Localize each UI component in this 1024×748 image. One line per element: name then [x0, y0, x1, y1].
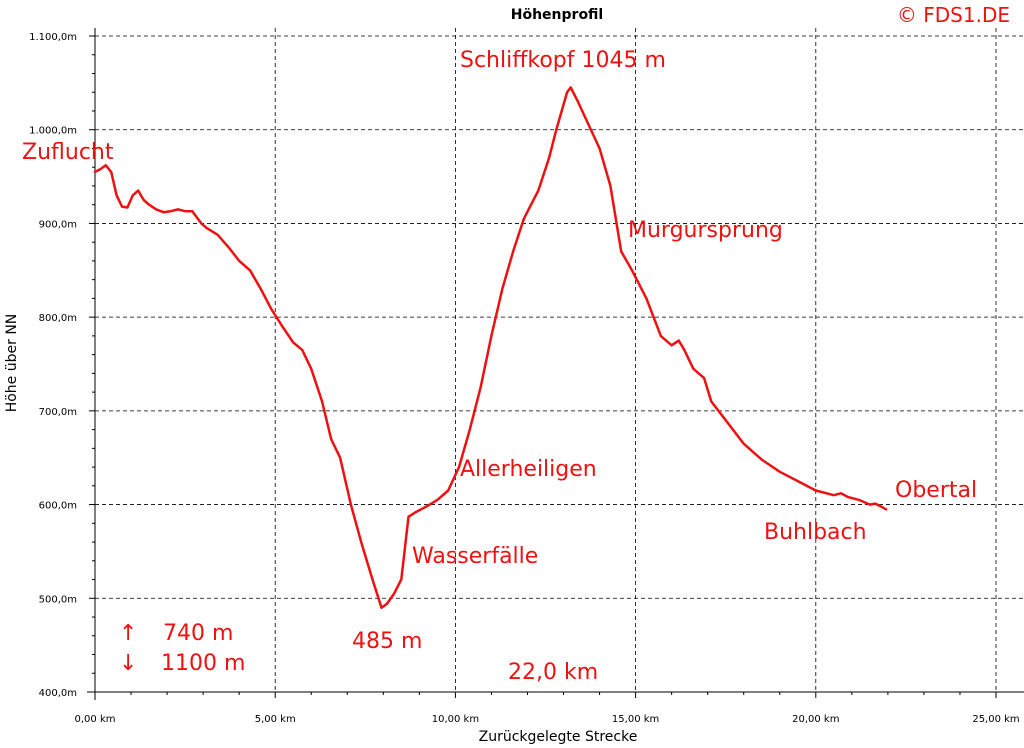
descent-arrow-icon: ↓: [119, 651, 137, 676]
x-tick-label: 25,00 km: [972, 714, 1019, 725]
x-tick-label: 20,00 km: [792, 714, 839, 725]
copyright-text: © FDS1.DE: [897, 3, 1010, 27]
series-layer: [93, 86, 888, 609]
y-tick-label: 900,0m: [39, 219, 77, 230]
x-axis-title: Zurückgelegte Strecke: [479, 729, 638, 745]
y-tick-label: 1.100,0m: [29, 32, 77, 43]
annotation-allerheiligen: Allerheiligen: [460, 457, 597, 482]
annotation-obertal: Obertal: [895, 478, 977, 503]
y-tick-label: 600,0m: [39, 501, 77, 512]
annotation-wasserfaelle: Wasserfälle: [412, 544, 538, 569]
axes: [87, 28, 1024, 700]
ascent-arrow-icon: ↑: [119, 621, 137, 646]
y-tick-label: 400,0m: [39, 688, 77, 699]
y-tick-label: 1.000,0m: [29, 126, 77, 137]
y-tick-label: 700,0m: [39, 407, 77, 418]
y-axis-title: Höhe über NN: [4, 314, 20, 413]
tick-labels: 400,0m 500,0m 600,0m 700,0m 800,0m 900,0m 1.00…: [29, 32, 1020, 725]
annotation-murgursprung: Murgursprung: [628, 218, 783, 243]
annotation-labels: Zuflucht Schliffkopf 1045 m Murgursprung…: [22, 48, 977, 654]
y-tick-label: 800,0m: [39, 313, 77, 324]
chart-title: Höhenprofil: [511, 7, 603, 23]
x-tick-label: 15,00 km: [612, 714, 659, 725]
elevation-line: [93, 86, 888, 609]
y-tick-label: 500,0m: [39, 594, 77, 605]
grid-lines: [95, 28, 1024, 692]
annotation-buhlbach: Buhlbach: [764, 520, 867, 545]
ascent-value: 740 m: [163, 621, 233, 646]
annotation-schliffkopf: Schliffkopf 1045 m: [460, 48, 666, 73]
total-distance: 22,0 km: [508, 660, 598, 685]
descent-value: 1100 m: [161, 651, 245, 676]
x-tick-label: 5,00 km: [255, 714, 296, 725]
annotation-zuflucht: Zuflucht: [22, 140, 114, 165]
x-tick-label: 10,00 km: [432, 714, 479, 725]
annotation-min-elevation: 485 m: [352, 629, 422, 654]
route-stats: ↑ 740 m ↓ 1100 m 22,0 km: [119, 621, 598, 685]
x-tick-label: 0,00 km: [75, 714, 116, 725]
